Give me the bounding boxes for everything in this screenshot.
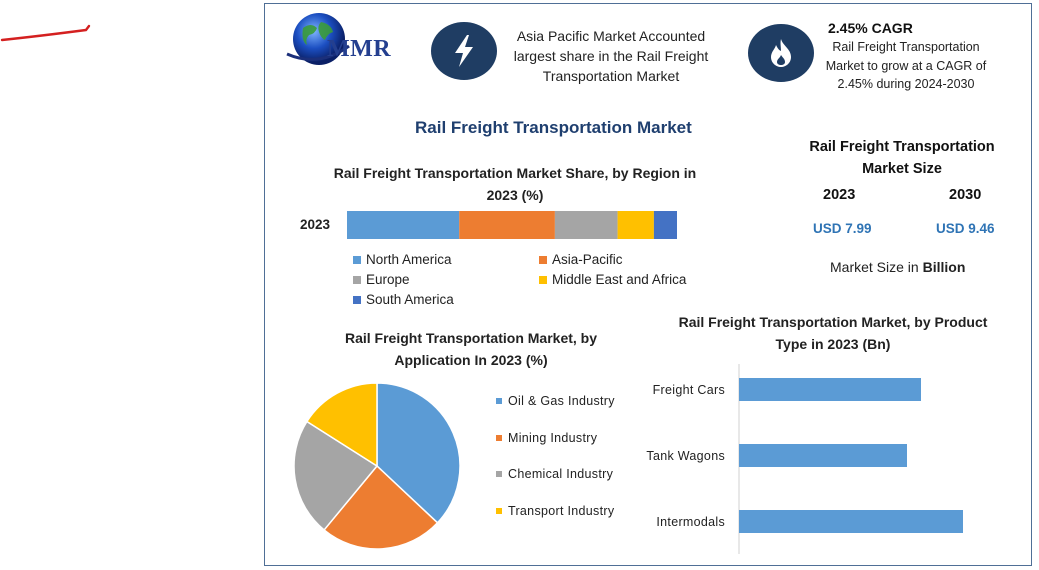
legend-label: Transport Industry [508, 504, 615, 518]
legend-europe: Europe [353, 272, 410, 287]
market-size-value-2030: USD 9.46 [936, 221, 995, 236]
pie-slice-transport [305, 382, 378, 468]
application-pie-chart [293, 382, 461, 550]
pie-slice-chemical [293, 420, 379, 532]
legend-label: Oil & Gas Industry [508, 394, 615, 408]
market-size-year-2030: 2030 [949, 187, 982, 203]
lightning-icon-badge [431, 22, 497, 80]
legend-label: Asia-Pacific [552, 252, 623, 267]
product-category-label: Intermodals [656, 515, 725, 529]
market-size-note-unit: Billion [922, 259, 966, 275]
application-chart-title: Rail Freight Transportation Market, by A… [344, 330, 598, 368]
product-category-label: Freight Cars [653, 383, 725, 397]
lightning-icon [455, 35, 473, 67]
legend-label: Chemical Industry [508, 467, 614, 481]
legend-label: North America [366, 252, 452, 267]
pen-annotation-stroke [0, 24, 91, 42]
legend-swatch [353, 275, 361, 284]
globe-icon [286, 13, 350, 65]
stack-segment-south-america [653, 211, 677, 239]
pie-legend-mining: Mining Industry [496, 431, 597, 445]
legend-swatch [539, 275, 547, 284]
highlight-asia-pacific: Asia Pacific Market Accounted largest sh… [513, 28, 709, 84]
legend-label: Europe [366, 272, 410, 287]
region-stacked-bar [347, 211, 677, 239]
market-size-note-prefix: Market Size in [830, 259, 923, 275]
legend-swatch [353, 255, 361, 264]
legend-label: Middle East and Africa [552, 272, 687, 287]
legend-south-america: South America [353, 292, 454, 307]
flame-icon [771, 39, 791, 67]
product-bar-tank-wagons [739, 444, 907, 467]
stack-segment-europe [554, 211, 618, 239]
legend-swatch [496, 435, 502, 441]
legend-middle-east-africa: Middle East and Africa [539, 272, 686, 287]
pie-slice-oil-gas [376, 382, 461, 524]
product-type-bar-chart: Freight Cars Tank Wagons Intermodals [646, 364, 963, 554]
legend-label: Mining Industry [508, 431, 598, 445]
legend-swatch [353, 295, 361, 304]
stack-segment-middle-east-africa [617, 211, 654, 239]
stack-segment-north-america [347, 211, 460, 239]
product-category-label: Tank Wagons [646, 449, 725, 463]
market-size-value-2023: USD 7.99 [813, 221, 872, 236]
cagr-title: 2.45% CAGR [828, 20, 913, 36]
legend-swatch [496, 471, 502, 477]
legend-swatch [496, 508, 502, 514]
market-size-year-2023: 2023 [823, 187, 856, 203]
legend-north-america: North America [353, 252, 452, 267]
product-bar-intermodals [739, 510, 963, 533]
logo-text: MMR [327, 36, 392, 62]
page-title: Rail Freight Transportation Market [415, 118, 692, 137]
stack-segment-asia-pacific [459, 211, 555, 239]
product-type-chart-title: Rail Freight Transportation Market, by P… [678, 314, 988, 352]
market-size-unit-note: Market Size in Billion [830, 259, 965, 275]
legend-asia-pacific: Asia-Pacific [539, 252, 623, 267]
infographic-panel: MMR Asia Pacific Market Accounted larges… [264, 3, 1032, 566]
pie-legend-chemical: Chemical Industry [496, 467, 613, 481]
pie-legend-oil-gas: Oil & Gas Industry [496, 394, 615, 408]
pie-legend-transport: Transport Industry [496, 504, 614, 518]
product-bar-freight-cars [739, 378, 921, 401]
legend-swatch [539, 255, 547, 264]
mmr-logo: MMR [281, 10, 421, 72]
pie-slice-mining [323, 464, 439, 550]
region-chart-category-label: 2023 [300, 217, 331, 232]
cagr-description: Rail Freight Transportation Market to gr… [825, 40, 987, 91]
legend-label: South America [366, 292, 454, 307]
region-chart-title: Rail Freight Transportation Market Share… [333, 165, 697, 203]
legend-swatch [496, 398, 502, 404]
market-size-title: Rail Freight Transportation Market Size [809, 139, 995, 177]
flame-icon-badge [748, 24, 814, 82]
